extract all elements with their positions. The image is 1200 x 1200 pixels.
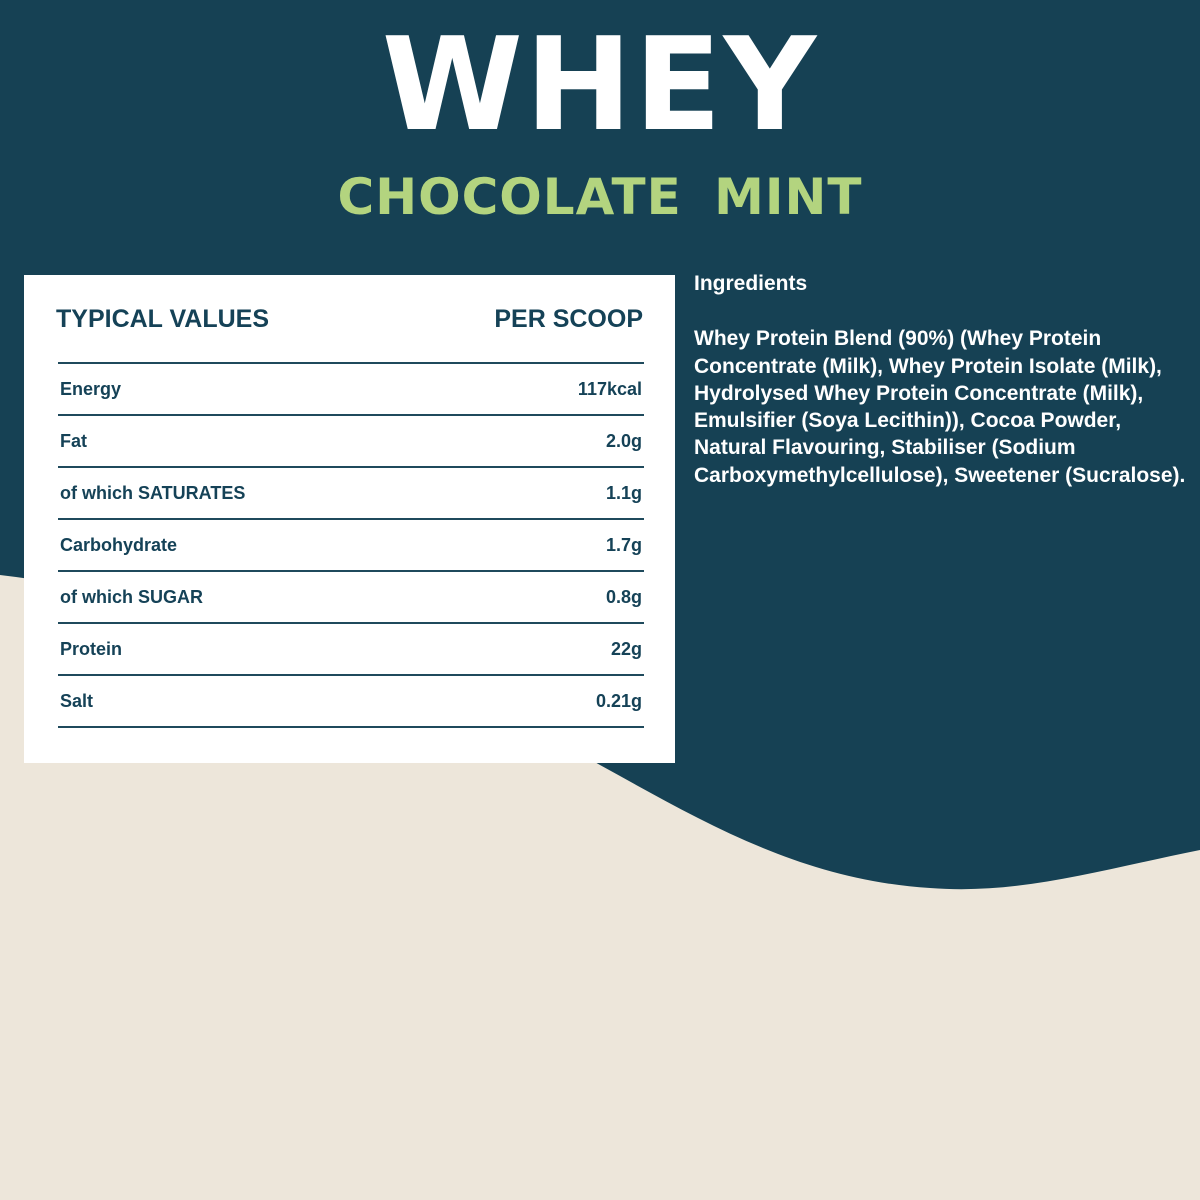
nutrient-value: 1.7g xyxy=(605,534,642,555)
nutrition-row: Fat 2.0g xyxy=(58,416,644,468)
nutrition-row: Carbohydrate 1.7g xyxy=(58,520,644,572)
nutrient-value: 2.0g xyxy=(605,430,642,451)
nutrition-header: TYPICAL VALUES PER SCOOP xyxy=(56,305,643,334)
nutrient-label: Salt xyxy=(60,690,94,711)
nutrition-row: Energy 117kcal xyxy=(58,364,644,416)
nutrient-value: 117kcal xyxy=(577,378,642,399)
nutrient-value: 1.1g xyxy=(605,482,642,503)
nutrition-row: Protein 22g xyxy=(58,624,644,676)
nutrient-value: 0.21g xyxy=(595,690,642,711)
nutrient-value: 22g xyxy=(610,638,642,659)
per-scoop-heading: PER SCOOP xyxy=(494,305,643,333)
nutrient-label: Protein xyxy=(60,638,123,659)
nutrient-label: Fat xyxy=(60,430,87,451)
nutrient-label: Carbohydrate xyxy=(60,534,178,555)
nutrition-row: of which SUGAR 0.8g xyxy=(58,572,644,624)
ingredients-panel: Ingredients Whey Protein Blend (90%) (Wh… xyxy=(694,270,1194,489)
product-title: WHEY xyxy=(381,11,819,160)
nutrient-label: of which SATURATES xyxy=(60,482,246,503)
nutrient-value: 0.8g xyxy=(605,586,642,607)
ingredients-heading: Ingredients xyxy=(694,272,808,295)
nutrient-label: Energy xyxy=(60,378,122,399)
ingredients-text: Whey Protein Blend (90%) (Whey Protein C… xyxy=(694,327,1186,487)
typical-values-heading: TYPICAL VALUES xyxy=(56,305,269,333)
flavour-subtitle: CHOCOLATE MINT xyxy=(337,168,863,226)
nutrition-row: of which SATURATES 1.1g xyxy=(58,468,644,520)
nutrition-row: Salt 0.21g xyxy=(58,676,644,728)
nutrient-label: of which SUGAR xyxy=(60,586,203,607)
nutrition-table: TYPICAL VALUES PER SCOOP Energy 117kcal Fa… xyxy=(24,275,675,763)
nutrition-rows: Energy 117kcal Fat 2.0g of which SATURATES 1.… xyxy=(58,362,644,728)
